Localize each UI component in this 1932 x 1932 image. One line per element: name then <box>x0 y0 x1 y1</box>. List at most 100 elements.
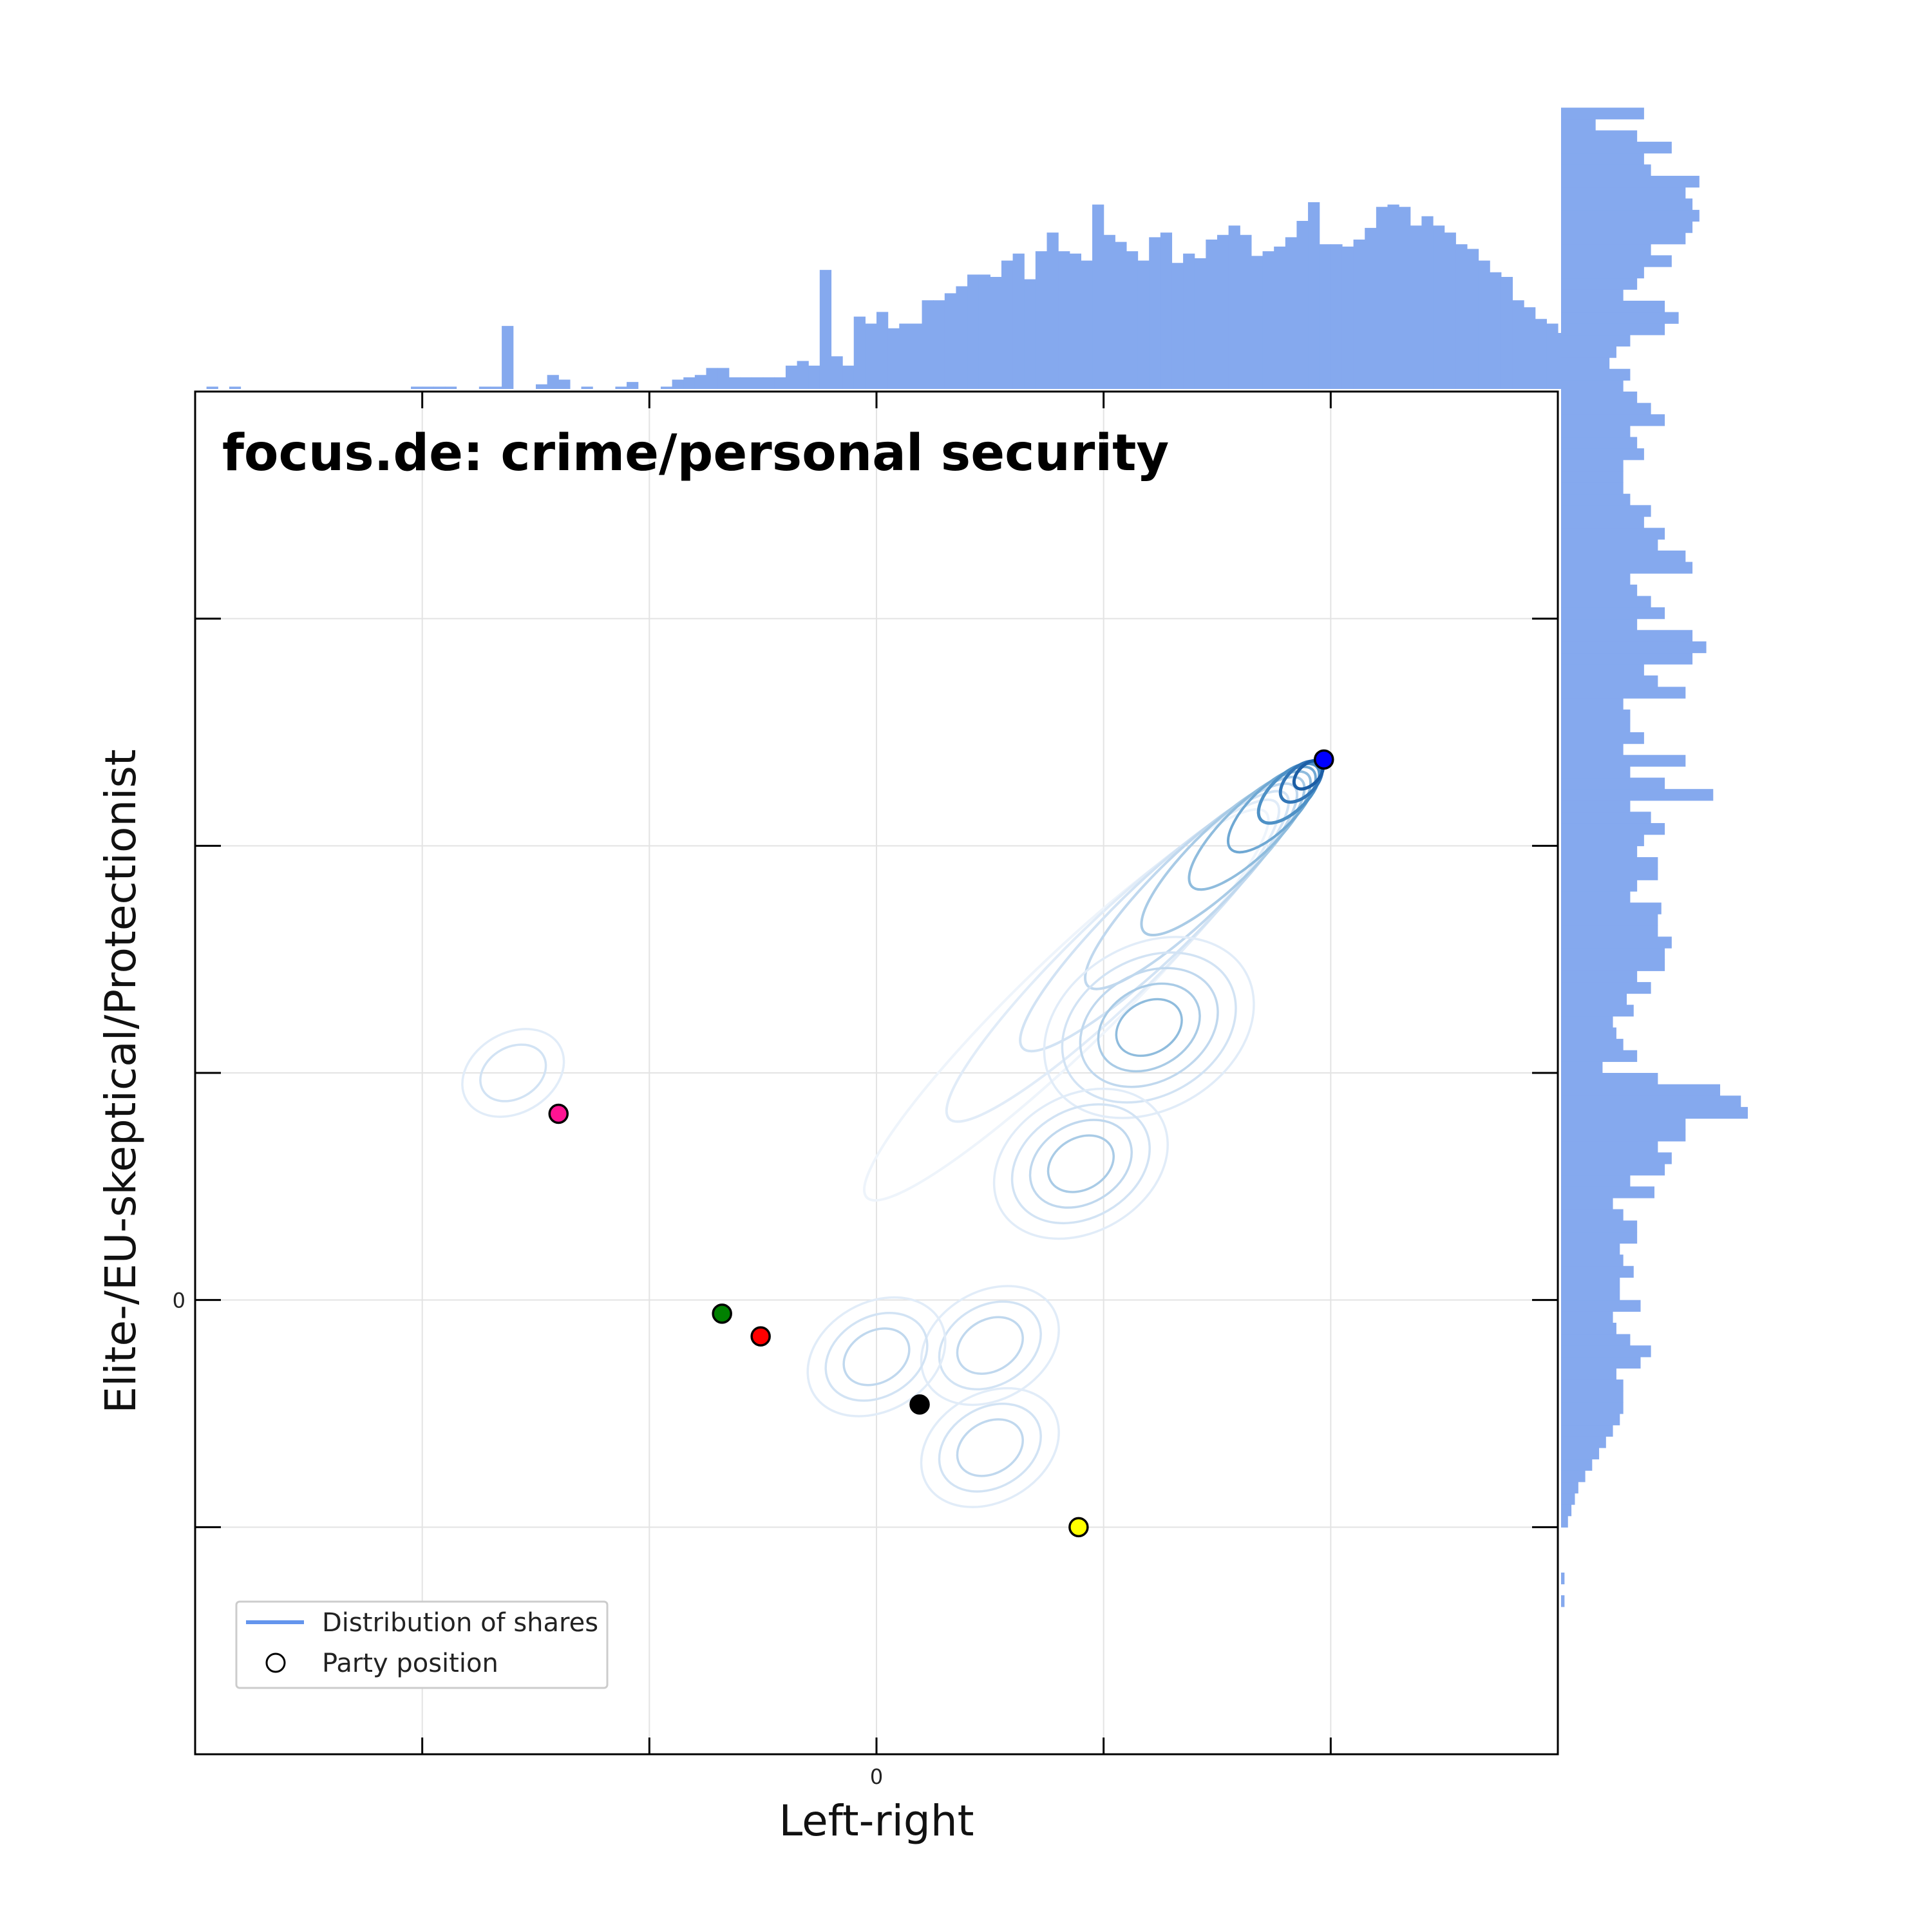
y-histogram-bar <box>1561 1164 1665 1176</box>
y-histogram-bar <box>1561 232 1686 245</box>
y-histogram-bar <box>1561 482 1624 495</box>
y-histogram-bar <box>1561 789 1714 801</box>
legend: Distribution of shares Party position <box>235 1600 609 1689</box>
x-histogram-bar <box>694 375 707 389</box>
x-histogram-bar <box>1296 221 1309 389</box>
y-histogram-bar <box>1561 721 1631 733</box>
x-histogram-bar <box>1535 319 1547 389</box>
x-axis-label: Left-right <box>779 1796 974 1846</box>
density-contour <box>956 1316 1024 1375</box>
legend-box <box>235 1600 609 1689</box>
x-histogram-bar <box>1126 251 1139 389</box>
y-histogram-bar <box>1561 857 1658 869</box>
x-histogram-bar <box>1421 216 1434 389</box>
x-histogram-bar <box>536 384 548 389</box>
density-contour <box>938 1403 1042 1493</box>
x-histogram-bar <box>1478 260 1490 389</box>
density-contour <box>842 1327 911 1387</box>
y-histogram-bar <box>1561 448 1644 460</box>
x-histogram-bar <box>785 365 798 389</box>
y-histogram-bar <box>1561 936 1672 949</box>
x-histogram-bar <box>1444 232 1456 389</box>
x-histogram-bar <box>1001 260 1014 389</box>
y-histogram-bar <box>1561 914 1658 926</box>
y-histogram-bar <box>1561 868 1658 880</box>
x-histogram-bar <box>1274 246 1286 389</box>
x-histogram-bar <box>978 274 990 389</box>
x-histogram-bar <box>752 377 764 389</box>
x-histogram-bar <box>1410 225 1422 389</box>
y-histogram-bar <box>1561 1515 1568 1528</box>
x-histogram-bar <box>478 386 491 389</box>
y-histogram-bar <box>1561 687 1686 699</box>
x-histogram-bar <box>1262 251 1274 389</box>
y-histogram-bar <box>1561 1414 1620 1426</box>
x-histogram-bar <box>1217 234 1229 389</box>
y-histogram-bar <box>1561 1005 1634 1017</box>
y-histogram-bar <box>1561 198 1693 211</box>
x-histogram-bar <box>774 377 786 389</box>
y-histogram-bar <box>1561 357 1610 370</box>
y-histogram-bar <box>1561 584 1638 596</box>
y-histogram-bar <box>1561 1141 1658 1153</box>
y-histogram-bar <box>1561 459 1624 472</box>
y-histogram-bar <box>1561 323 1665 336</box>
x-histogram-bar <box>808 365 820 389</box>
density-contour <box>938 1300 1042 1391</box>
y-histogram-bar <box>1561 346 1616 358</box>
y-histogram-bar <box>1561 130 1638 142</box>
y-tick-label: 0 <box>173 1289 185 1313</box>
y-histogram-bar <box>1561 1356 1641 1369</box>
density-contour <box>920 1387 1060 1508</box>
y-histogram-bar <box>1561 1572 1565 1585</box>
y-histogram-bar <box>1561 755 1686 767</box>
x-histogram-bar <box>933 300 945 389</box>
x-histogram-bar <box>876 312 889 389</box>
y-histogram-bar <box>1561 392 1638 404</box>
y-histogram-bar <box>1561 1289 1620 1301</box>
x-histogram-bar <box>1149 237 1161 389</box>
y-histogram-bar <box>1561 834 1644 846</box>
y-histogram-bar <box>1561 1459 1593 1471</box>
x-histogram-bar <box>1365 227 1377 389</box>
x-histogram-bar <box>1524 307 1536 389</box>
x-histogram-bar <box>740 377 752 389</box>
y-histogram-bar <box>1561 278 1638 290</box>
y-histogram-bar <box>1561 1447 1600 1460</box>
y-histogram-bar <box>1561 698 1624 710</box>
x-histogram-bar <box>1024 279 1036 389</box>
x-histogram-bar <box>1512 300 1524 389</box>
y-histogram-bar <box>1561 164 1651 176</box>
y-histogram-bar <box>1561 959 1665 971</box>
density-contours <box>461 759 1325 1508</box>
x-histogram-bar <box>853 316 866 389</box>
y-histogram-bar <box>1561 1106 1748 1119</box>
x-histogram-bar <box>1206 240 1218 389</box>
y-histogram-bar <box>1561 880 1638 892</box>
y-histogram-bar <box>1561 1243 1620 1255</box>
x-histogram-bar <box>1455 244 1468 389</box>
y-histogram-bar <box>1561 493 1631 506</box>
x-histogram-bar <box>502 326 514 389</box>
density-contour <box>956 1418 1024 1477</box>
x-histogram-bar <box>229 386 242 389</box>
y-histogram-bar <box>1561 108 1644 120</box>
y-axis-label: Elite-/EU-skeptical/Protectionist <box>96 749 146 1414</box>
x-histogram-bar <box>1171 263 1184 389</box>
y-histogram-bar <box>1561 1436 1606 1448</box>
y-histogram-bar <box>1561 607 1665 620</box>
y-histogram-bar <box>1561 1255 1624 1267</box>
y-histogram-bar <box>1561 243 1651 256</box>
party-point <box>909 1394 930 1415</box>
y-histogram-bar <box>1561 664 1644 676</box>
y-histogram-bar <box>1561 153 1644 165</box>
y-histogram-bar <box>1561 573 1631 585</box>
y-histogram-bar <box>1561 1277 1620 1289</box>
y-histogram-bar <box>1561 993 1627 1005</box>
x-histogram-bar <box>1240 234 1252 389</box>
y-histogram-bar <box>1561 1345 1651 1358</box>
y-histogram-bar <box>1561 505 1651 517</box>
x-histogram-bar <box>819 270 832 389</box>
x-histogram-bar <box>967 274 980 389</box>
density-contour <box>1140 775 1306 937</box>
